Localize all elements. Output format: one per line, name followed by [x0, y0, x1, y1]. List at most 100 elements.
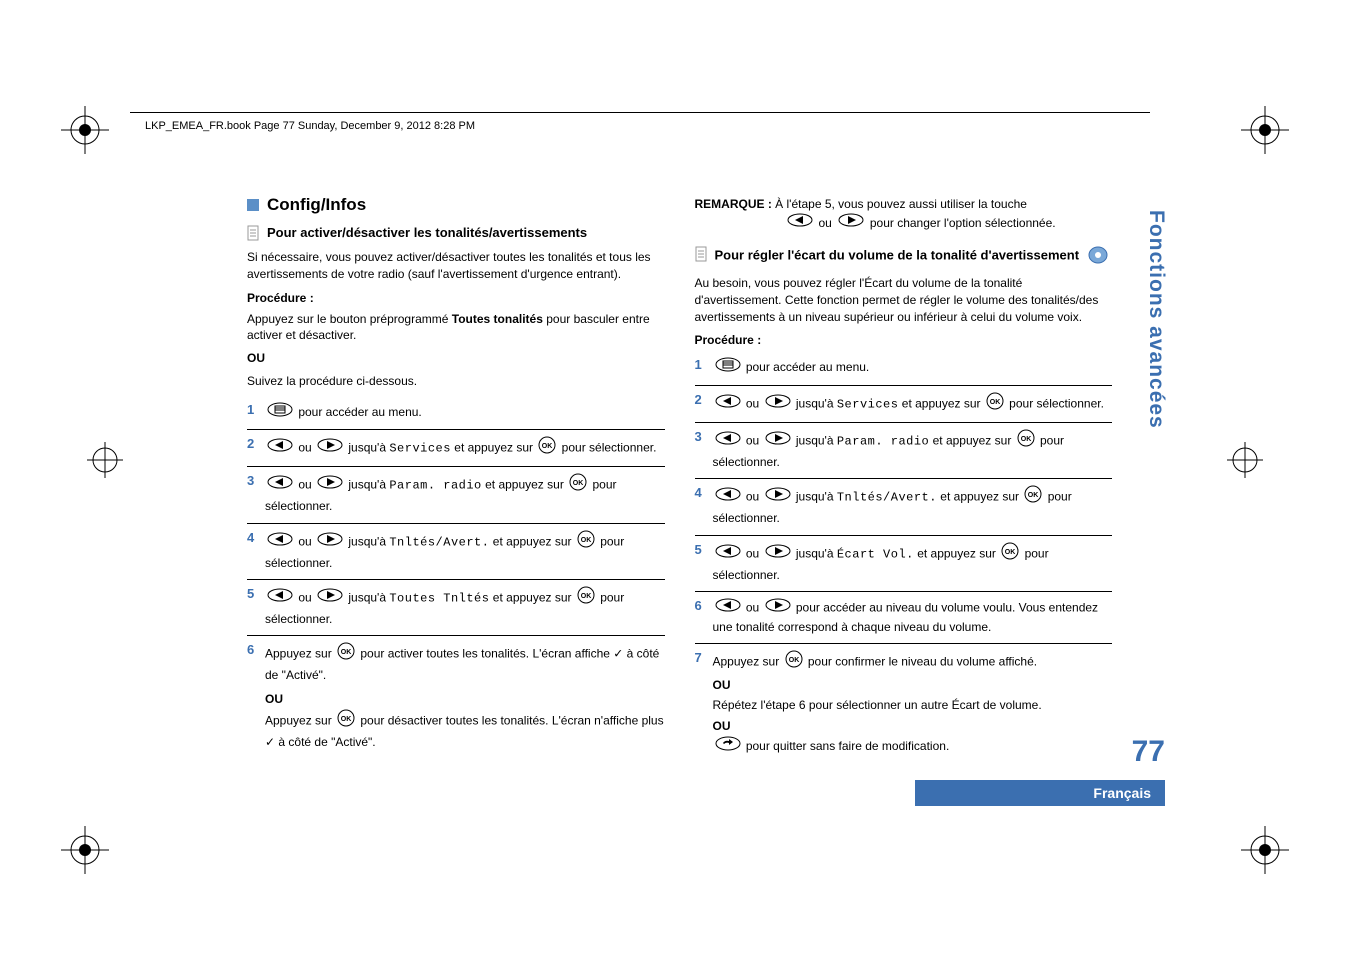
remark-text: À l'étape 5, vous pouvez aussi utiliser … [775, 197, 1027, 211]
step-number: 6 [695, 598, 713, 613]
step-row: 2 ou jusqu'à Services et appuyez sur OK … [695, 386, 1113, 423]
right-arrow-icon [317, 532, 343, 552]
left-arrow-icon [267, 588, 293, 608]
step-body: ou jusqu'à Toutes Tnltés et appuyez sur … [265, 586, 665, 629]
ok-button-icon: OK [538, 436, 556, 460]
or-label: OU [713, 717, 1113, 736]
step-number: 3 [695, 429, 713, 444]
svg-text:OK: OK [542, 443, 553, 450]
pre-step-2: Suivez la procédure ci-dessous. [247, 373, 665, 390]
left-arrow-icon [267, 475, 293, 495]
step-text: Appuyez sur [265, 713, 335, 727]
step-number: 4 [247, 530, 265, 545]
step-text: pour quitter sans faire de modification. [743, 739, 950, 753]
step-text: et appuyez sur [929, 433, 1014, 447]
step-body: pour accéder au menu. [713, 357, 1113, 378]
step-row: 1 pour accéder au menu. [247, 396, 665, 430]
step-body: ou jusqu'à Services et appuyez sur OK po… [265, 436, 665, 460]
step-body: Appuyez sur OK pour activer toutes les t… [265, 642, 665, 752]
section-title: Config/Infos [267, 195, 366, 215]
step-text: et appuyez sur [489, 590, 574, 604]
step-text: jusqu'à [793, 546, 837, 560]
step-row: 5 ou jusqu'à Écart Vol. et appuyez sur O… [695, 536, 1113, 592]
step-text: ou [819, 214, 832, 232]
step-text: et appuyez sur [914, 546, 999, 560]
step-body: ou jusqu'à Tnltés/Avert. et appuyez sur … [265, 530, 665, 573]
document-icon [247, 225, 261, 241]
step-body: Appuyez sur OK pour confirmer le niveau … [713, 650, 1113, 757]
right-arrow-icon [317, 475, 343, 495]
left-column: Config/Infos Pour activer/désactiver les… [247, 195, 665, 763]
step-number: 1 [695, 357, 713, 372]
ok-button-icon: OK [577, 530, 595, 554]
menu-button-icon [715, 357, 741, 378]
right-arrow-icon [838, 213, 864, 232]
step-text: et appuyez sur [451, 440, 536, 454]
step-text: jusqu'à [345, 590, 389, 604]
svg-text:OK: OK [581, 537, 592, 544]
step-row: 4 ou jusqu'à Tnltés/Avert. et appuyez su… [247, 524, 665, 580]
feature-badge-icon [1088, 246, 1108, 267]
header-text: LKP_EMEA_FR.book Page 77 Sunday, Decembe… [145, 120, 475, 132]
left-arrow-icon [715, 394, 741, 414]
pre-step-1: Appuyez sur le bouton préprogrammé Toute… [247, 311, 665, 345]
left-arrow-icon [267, 438, 293, 458]
left-arrow-icon [715, 487, 741, 507]
side-tab-text: Fonctions avancées [1144, 210, 1168, 429]
menu-path: Écart Vol. [837, 547, 914, 561]
svg-text:OK: OK [573, 480, 584, 487]
procedure-label: Procédure : [247, 291, 665, 305]
step-text: pour sélectionner. [558, 440, 656, 454]
ok-button-icon: OK [337, 709, 355, 733]
crop-mark-tl [55, 100, 115, 160]
back-button-icon [715, 736, 741, 757]
remark-cont: pour changer l'option sélectionnée. [870, 214, 1056, 232]
step-body: ou jusqu'à Param. radio et appuyez sur O… [713, 429, 1113, 472]
step-number: 3 [247, 473, 265, 488]
right-steps: 1 pour accéder au menu. 2 ou jusqu'à Ser… [695, 351, 1113, 763]
step-text: pour confirmer le niveau du volume affic… [805, 655, 1038, 669]
ok-button-icon: OK [577, 586, 595, 610]
step-row: 5 ou jusqu'à Toutes Tnltés et appuyez su… [247, 580, 665, 636]
ok-button-icon: OK [986, 392, 1004, 416]
or-label: OU [713, 676, 1113, 695]
step-row: 3 ou jusqu'à Param. radio et appuyez sur… [247, 467, 665, 523]
left-arrow-icon [715, 544, 741, 564]
step-text: Répétez l'étape 6 pour sélectionner un a… [713, 696, 1113, 715]
svg-text:OK: OK [1020, 436, 1031, 443]
or-label: OU [265, 690, 665, 709]
step-row: 7 Appuyez sur OK pour confirmer le nivea… [695, 644, 1113, 763]
language-label: Français [1093, 785, 1151, 801]
step-text: pour accéder au menu. [743, 360, 870, 374]
right-arrow-icon [765, 394, 791, 414]
step-number: 2 [695, 392, 713, 407]
header-rule [130, 112, 1150, 113]
menu-path: Services [837, 397, 899, 411]
crop-mark-ml [85, 440, 125, 480]
step-row: 1 pour accéder au menu. [695, 351, 1113, 385]
menu-path: Tnltés/Avert. [837, 490, 937, 504]
right-arrow-icon [765, 598, 791, 618]
document-icon [695, 246, 709, 262]
step-number: 7 [695, 650, 713, 665]
language-bar: Français [915, 780, 1165, 806]
ok-button-icon: OK [1001, 542, 1019, 566]
section-title-row: Config/Infos [247, 195, 665, 215]
right-arrow-icon [765, 487, 791, 507]
pre-step-1b: Toutes tonalités [452, 312, 543, 326]
svg-text:OK: OK [1005, 549, 1016, 556]
step-text: ou [295, 440, 315, 454]
left-arrow-icon [715, 431, 741, 451]
step-row: 3 ou jusqu'à Param. radio et appuyez sur… [695, 423, 1113, 479]
section-square-icon [247, 199, 259, 211]
step-text: ou [743, 433, 763, 447]
svg-text:OK: OK [990, 399, 1001, 406]
step-number: 6 [247, 642, 265, 657]
svg-text:OK: OK [788, 657, 799, 664]
procedure-label: Procédure : [695, 333, 1113, 347]
right-arrow-icon [765, 544, 791, 564]
step-text: ou [295, 477, 315, 491]
step-body: ou jusqu'à Tnltés/Avert. et appuyez sur … [713, 485, 1113, 528]
menu-path: Param. radio [837, 434, 929, 448]
step-text: ou [743, 396, 763, 410]
